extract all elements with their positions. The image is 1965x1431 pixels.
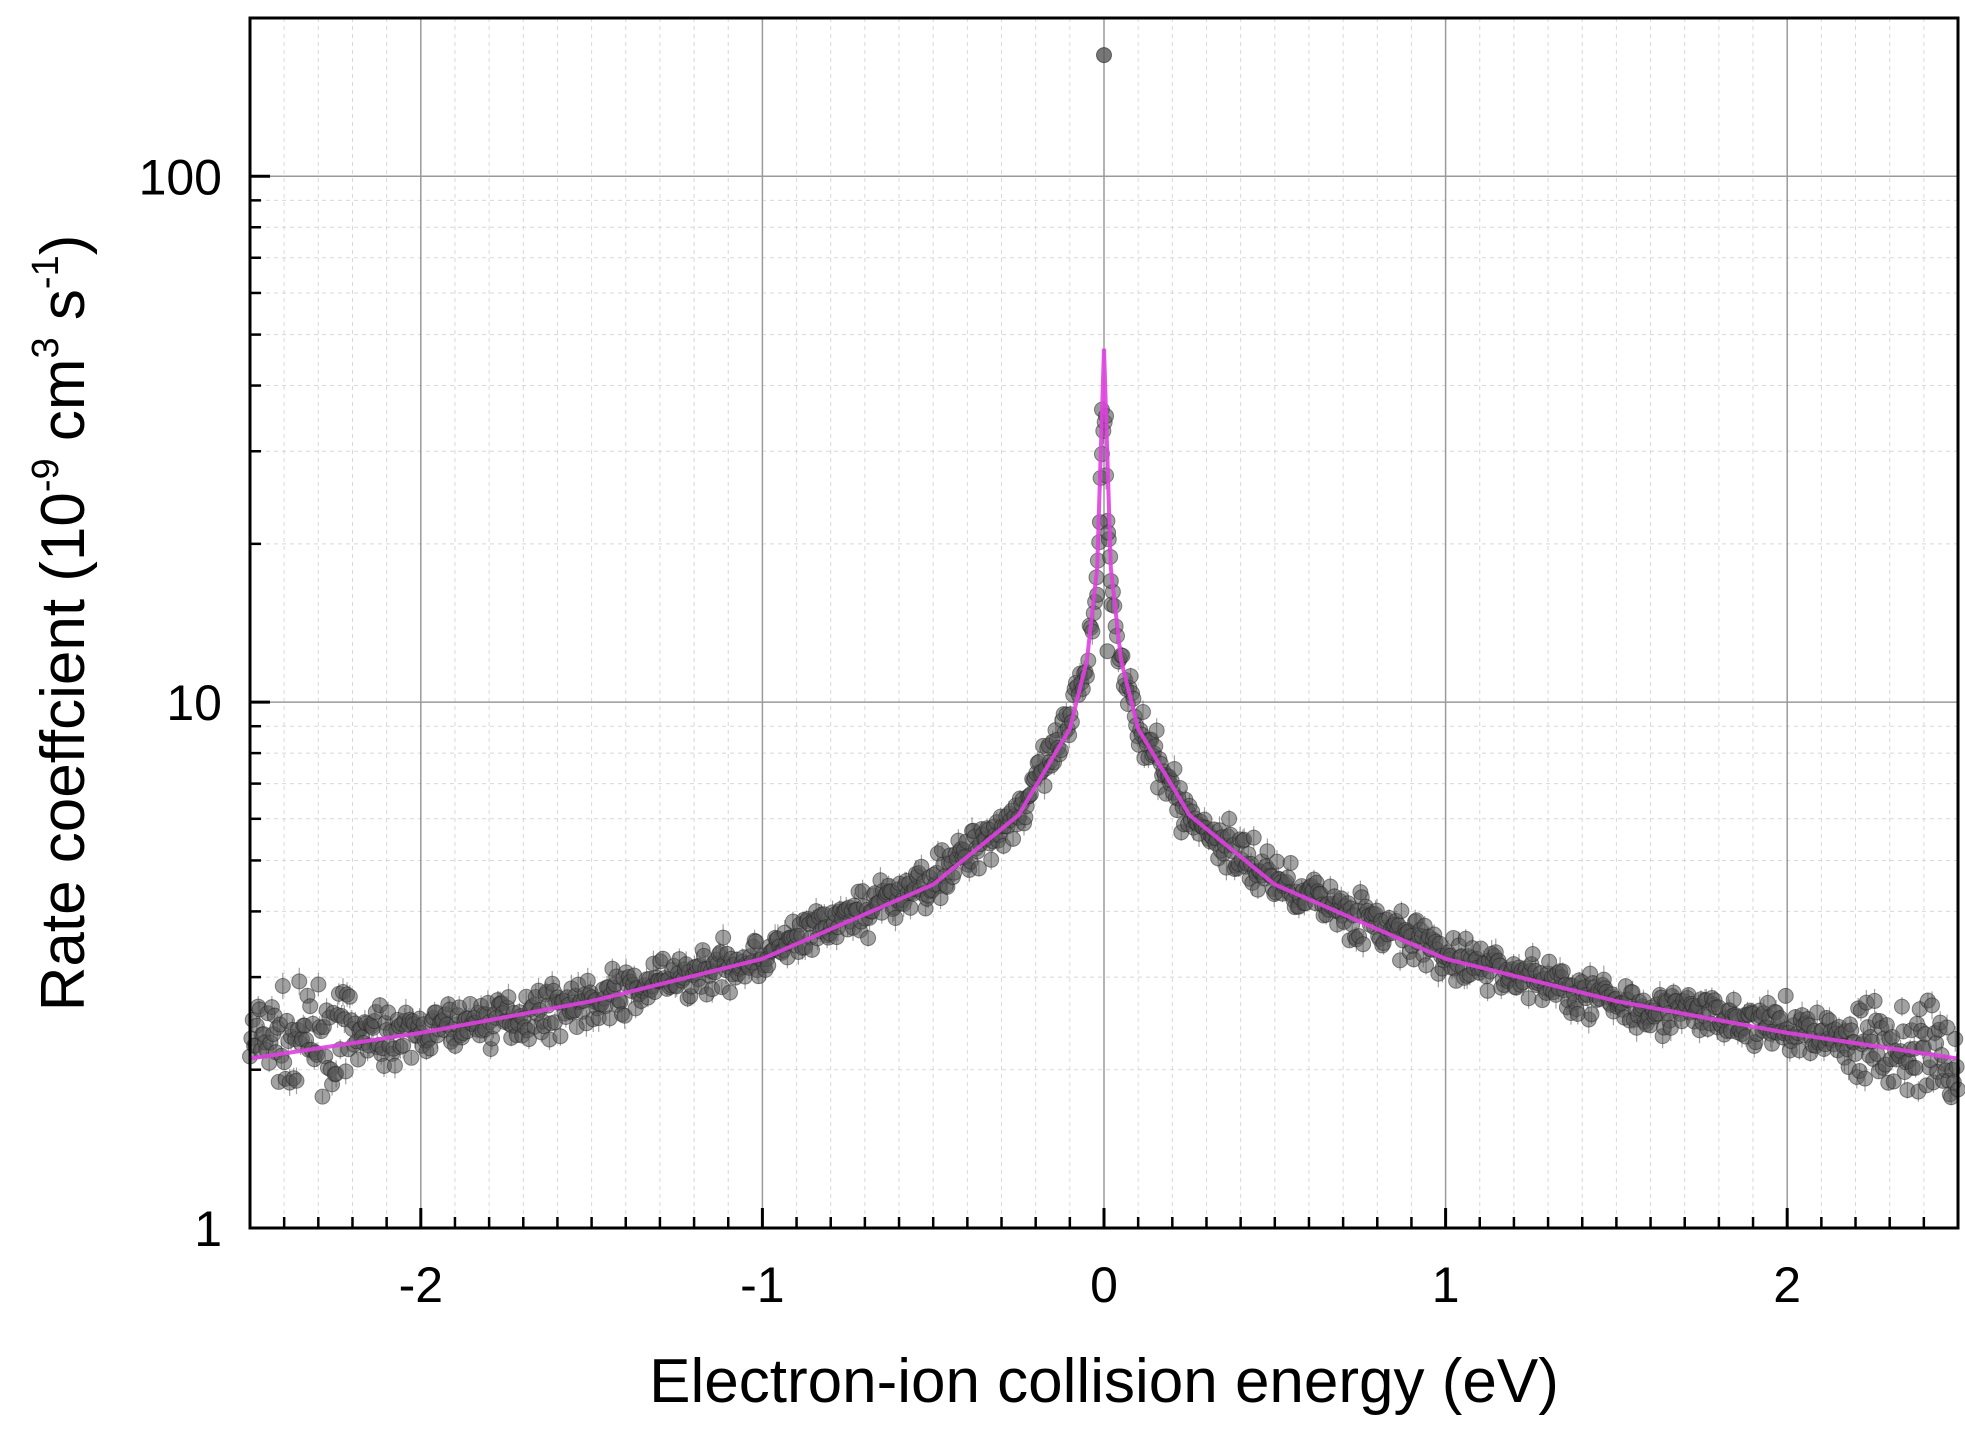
data-point xyxy=(1554,963,1571,980)
data-point xyxy=(1245,829,1262,846)
x-tick-label: -1 xyxy=(740,1257,784,1313)
data-point xyxy=(288,1072,305,1089)
x-axis-label: Electron-ion collision energy (eV) xyxy=(649,1347,1559,1416)
data-point xyxy=(386,1057,403,1074)
fit-curve xyxy=(249,348,1959,1061)
data-point xyxy=(1777,987,1794,1004)
axis-ticks xyxy=(248,16,1960,1230)
data-point xyxy=(1259,843,1276,860)
data-point xyxy=(302,998,319,1015)
data-point xyxy=(1866,992,1883,1009)
data-point xyxy=(1393,903,1410,920)
data-point xyxy=(616,1007,633,1024)
x-tick-labels: -2 -1 0 1 2 xyxy=(399,1257,1802,1313)
y-axis-label-mid1: cm xyxy=(29,358,98,458)
y-tick-label: 1 xyxy=(194,1201,222,1257)
data-point xyxy=(1479,982,1496,999)
data-point xyxy=(721,984,738,1001)
x-tick-label: 0 xyxy=(1090,1257,1118,1313)
data-point xyxy=(1279,869,1296,886)
data-point xyxy=(422,1040,439,1057)
data-point xyxy=(1885,1073,1902,1090)
data-point xyxy=(1924,997,1941,1014)
data-point xyxy=(274,977,291,994)
x-tick-label: 2 xyxy=(1773,1257,1801,1313)
data-point xyxy=(314,1088,331,1105)
data-point xyxy=(1355,936,1372,953)
data-point xyxy=(1947,1031,1964,1048)
data-point xyxy=(1857,1070,1874,1087)
data-point xyxy=(1520,990,1537,1007)
outlier-point xyxy=(1096,47,1112,64)
data-point xyxy=(1268,853,1285,870)
fit-line xyxy=(249,348,1959,1061)
y-axis-label-suffix: ) xyxy=(29,235,98,256)
data-point xyxy=(337,1063,354,1080)
y-tick-labels: 1 10 100 xyxy=(139,149,222,1257)
data-point xyxy=(860,930,877,947)
y-axis-label-exp3: -1 xyxy=(25,255,67,289)
data-point xyxy=(1907,1059,1924,1076)
x-tick-label: 1 xyxy=(1432,1257,1460,1313)
x-tick-label: -2 xyxy=(399,1257,443,1313)
data-point xyxy=(1418,957,1435,974)
data-point xyxy=(902,899,919,916)
y-axis-label-exp2: 3 xyxy=(25,337,67,358)
y-tick-label: 10 xyxy=(166,675,222,731)
data-point xyxy=(310,976,327,993)
data-point xyxy=(276,1054,293,1071)
data-point xyxy=(1134,703,1151,720)
data-point xyxy=(341,988,358,1005)
y-axis-label-exp1: -9 xyxy=(25,458,67,492)
data-point xyxy=(1939,1019,1956,1036)
data-point xyxy=(1725,991,1742,1008)
data-point xyxy=(403,1049,420,1066)
y-axis-label-mid2: s xyxy=(29,289,98,337)
data-point xyxy=(291,973,308,990)
y-axis-label: Rate coeffcient (10-9 cm3 s-1) xyxy=(25,235,98,1012)
data-point xyxy=(1221,810,1238,827)
data-point xyxy=(500,989,517,1006)
data-point xyxy=(1099,643,1116,660)
data-point xyxy=(1524,946,1541,963)
data-point xyxy=(983,851,1000,868)
major-grid xyxy=(250,18,1958,1229)
data-point xyxy=(1148,722,1165,739)
data-point xyxy=(1282,854,1299,871)
data-point xyxy=(1541,953,1558,970)
data-point xyxy=(552,1028,569,1045)
data-point xyxy=(715,929,732,946)
data-point xyxy=(395,1037,412,1054)
y-axis-label-prefix: Rate coeffcient (10 xyxy=(29,492,98,1011)
data-point xyxy=(1893,998,1910,1015)
y-tick-label: 100 xyxy=(139,149,222,205)
data-point xyxy=(970,860,987,877)
data-point xyxy=(1583,1006,1600,1023)
data-point xyxy=(1005,830,1022,847)
data-point xyxy=(1166,760,1183,777)
data-point xyxy=(887,909,904,926)
